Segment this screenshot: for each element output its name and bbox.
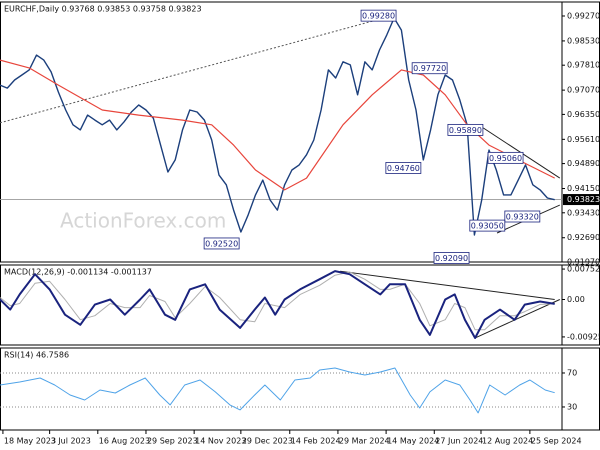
series-line: [0, 367, 555, 414]
annotation-box: [411, 62, 448, 75]
trend-line: [474, 299, 561, 339]
annotation-box: [385, 162, 422, 174]
panel-frame: [0, 264, 600, 346]
annotation-label: 0.92090: [435, 254, 468, 263]
annotation-label: 0.95890: [449, 126, 482, 135]
panel-title: MACD(12,26,9) -0.001134 -0.001137: [4, 268, 152, 277]
annotation-box: [447, 123, 484, 136]
x-tick-label: 29 Dec 2023: [242, 437, 293, 446]
panel-frame: [0, 347, 600, 431]
y-tick-label: 0.93430: [567, 208, 600, 217]
annotation-box: [433, 252, 470, 264]
y-tick-label: 0.99270: [567, 11, 600, 20]
x-tick-label: 29 Mar 2024: [339, 437, 390, 446]
y-tick-label: 30: [567, 402, 577, 411]
x-tick-label: 16 Aug 2023: [99, 437, 150, 446]
y-tick-label: 0.007526: [567, 265, 600, 274]
series-line: [0, 59, 555, 191]
y-tick-label: -0.009252: [567, 332, 600, 341]
trend-line: [340, 270, 555, 300]
y-tick-label: 0.00: [567, 295, 585, 304]
annotation-box: [360, 9, 397, 22]
annotation-label: 0.95060: [489, 154, 522, 163]
annotation-label: 0.93050: [471, 222, 504, 231]
x-tick-label: 29 Sep 2023: [147, 437, 198, 446]
annotation-box: [487, 151, 524, 164]
y-tick-label: 0.94150: [567, 184, 600, 193]
y-tick-label: 0.97070: [567, 86, 600, 95]
annotation-box: [504, 210, 541, 223]
annotation-label: 0.93320: [506, 213, 539, 222]
series-line: [0, 17, 555, 236]
y-tick-label: 0.95610: [567, 135, 600, 144]
series-line: [0, 270, 555, 339]
panel-title: EURCHF,Daily 0.93768 0.93853 0.93758 0.9…: [4, 5, 202, 14]
watermark: ActionForex.com: [60, 209, 226, 233]
x-tick-label: 25 Sep 2024: [531, 437, 582, 446]
y-tick-label: 0.98530: [567, 36, 600, 45]
last-price-label: 0.93823: [567, 195, 600, 204]
trend-line: [0, 14, 395, 124]
annotation-label: 0.92520: [205, 239, 238, 248]
x-tick-label: 14 Nov 2023: [195, 437, 246, 446]
x-tick-label: 14 May 2024: [387, 437, 439, 446]
y-tick-label: 0.91970: [567, 258, 600, 267]
x-tick-label: 3 Jul 2023: [51, 437, 91, 446]
x-tick-label: 27 Jun 2024: [435, 437, 483, 446]
y-tick-label: 70: [567, 368, 577, 377]
x-tick-label: 18 May 2023: [4, 437, 56, 446]
y-tick-label: 0.94890: [567, 159, 600, 168]
annotation-box: [469, 219, 506, 232]
y-tick-label: 0.92690: [567, 233, 600, 242]
annotation-label: 0.94760: [387, 164, 420, 173]
panel-title: RSI(14) 46.7586: [4, 351, 69, 360]
last-price-box: [563, 194, 600, 206]
annotation-box: [203, 237, 240, 250]
y-tick-label: 0.97810: [567, 61, 600, 70]
y-tick-label: 0.96350: [567, 110, 600, 119]
annotation-label: 0.97720: [413, 64, 446, 73]
x-tick-label: 14 Feb 2024: [291, 437, 341, 446]
x-tick-label: 12 Aug 2024: [482, 437, 533, 446]
annotation-label: 0.99280: [362, 12, 395, 21]
